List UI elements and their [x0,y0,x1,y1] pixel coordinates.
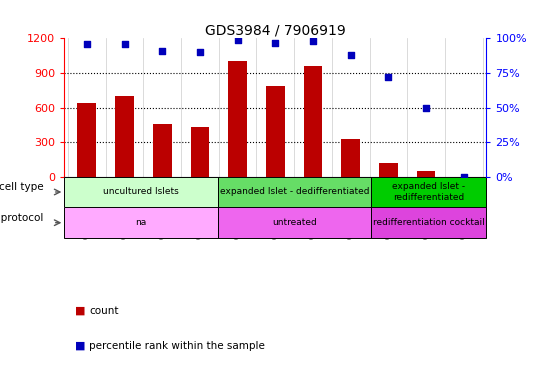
Bar [153,124,172,177]
Text: uncultured Islets: uncultured Islets [103,187,179,197]
Point [158,48,167,54]
Bar [218,177,371,207]
Bar [64,207,218,238]
Text: untreated: untreated [272,218,317,227]
Bar [191,127,210,177]
Point [82,41,91,47]
Text: growth protocol: growth protocol [0,213,43,223]
Bar [379,163,398,177]
Point [384,74,393,80]
Point [346,52,355,58]
Point [271,40,280,46]
Text: expanded Islet -
redifferentiated: expanded Islet - redifferentiated [392,182,465,202]
Point [421,104,430,111]
Bar [228,61,247,177]
Bar [266,86,285,177]
Bar [115,96,134,177]
Text: count: count [89,306,119,316]
Text: percentile rank within the sample: percentile rank within the sample [89,341,266,351]
Point [309,38,318,44]
Bar [341,139,360,177]
Text: ■: ■ [75,306,86,316]
Text: ■: ■ [75,341,86,351]
Text: redifferentiation cocktail: redifferentiation cocktail [373,218,485,227]
Point [196,49,205,55]
Text: na: na [135,218,146,227]
Bar [371,207,486,238]
Title: GDS3984 / 7906919: GDS3984 / 7906919 [205,23,345,37]
Bar [416,171,435,177]
Point [233,37,242,43]
Point [120,41,129,47]
Bar [78,103,96,177]
Bar [371,177,486,207]
Text: expanded Islet - dedifferentiated: expanded Islet - dedifferentiated [220,187,369,197]
Bar [304,66,323,177]
Bar [64,177,218,207]
Text: cell type: cell type [0,182,43,192]
Bar [218,207,371,238]
Point [459,174,468,180]
